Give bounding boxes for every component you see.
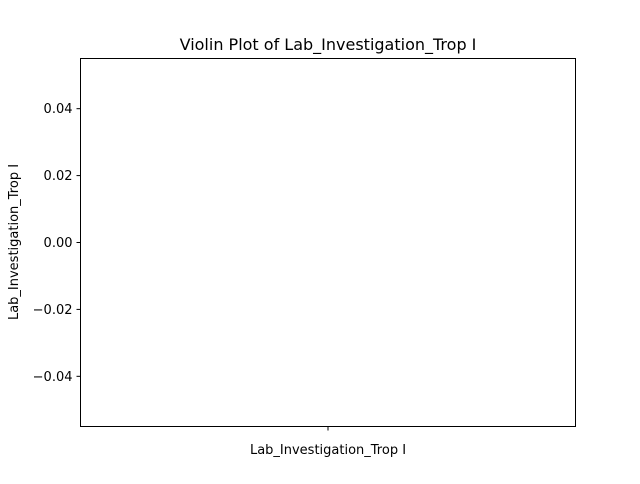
x-axis-label: Lab_Investigation_Trop I (250, 443, 406, 458)
y-axis-label: Lab_Investigation_Trop I (7, 164, 22, 320)
y-axis-ticks: −0.04 −0.02 0.00 0.02 0.04 (33, 102, 81, 385)
y-tick-label: −0.04 (33, 370, 73, 385)
y-tick-label: 0.00 (44, 236, 73, 251)
y-tick-label: 0.04 (44, 102, 73, 117)
y-tick-label: −0.02 (33, 303, 73, 318)
plot-area-frame (80, 58, 576, 427)
chart-title: Violin Plot of Lab_Investigation_Trop I (180, 35, 477, 55)
y-tick-label: 0.02 (44, 169, 73, 184)
